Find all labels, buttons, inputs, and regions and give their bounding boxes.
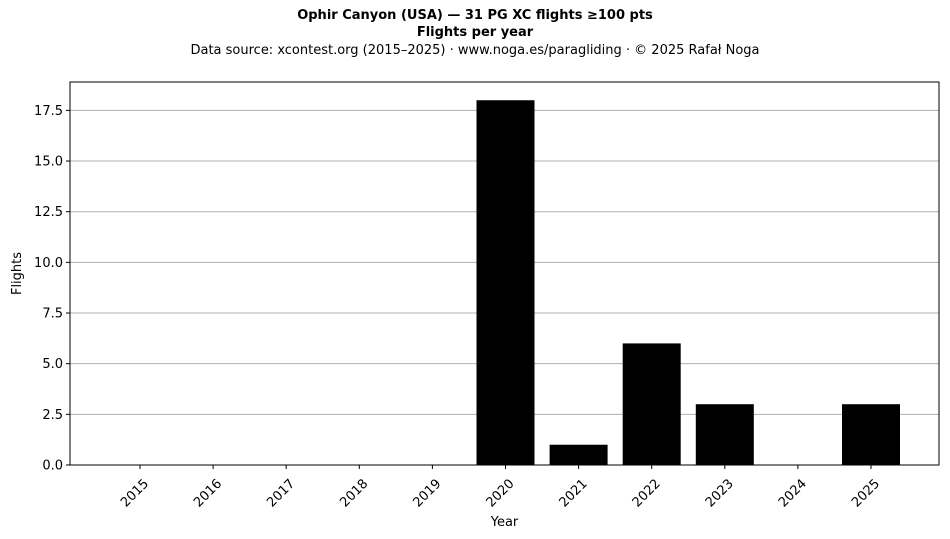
bar-2023 (695, 404, 754, 465)
x-tick-label: 2020 (484, 476, 518, 510)
y-tick-label: 7.5 (42, 307, 63, 322)
y-tick-label: 5.0 (42, 357, 63, 372)
bar-2021 (549, 444, 608, 465)
x-tick-label: 2016 (191, 476, 225, 510)
bar-2020 (476, 100, 535, 465)
x-tick-label: 2025 (849, 476, 883, 510)
y-tick-label: 12.5 (34, 205, 63, 220)
chart-subtitle: Flights per year (416, 25, 534, 40)
bar-2022 (622, 343, 681, 465)
y-tick-label: 2.5 (42, 408, 63, 423)
chart-title: Ophir Canyon (USA) — 31 PG XC flights ≥1… (297, 8, 653, 23)
x-axis-ticks: 2015 2016 2017 2018 2019 2020 2021 2022 2023 2024… (118, 465, 883, 510)
x-tick-label: 2024 (776, 476, 810, 510)
bar-2025 (842, 404, 900, 465)
x-tick-label: 2019 (410, 476, 444, 510)
y-tick-label: 10.0 (34, 256, 63, 271)
y-axis-label: Flights (10, 252, 25, 295)
y-tick-label: 15.0 (34, 155, 63, 170)
x-tick-label: 2017 (264, 476, 298, 510)
x-tick-label: 2022 (630, 476, 664, 510)
y-tick-label: 17.5 (34, 104, 63, 119)
y-tick-label: 0.0 (42, 459, 63, 474)
chart-source-note: Data source: xcontest.org (2015–2025) · … (190, 43, 760, 58)
plot-frame (69, 81, 940, 466)
x-tick-label: 2015 (118, 476, 152, 510)
y-axis-ticks: 0.0 2.5 5.0 7.5 10.0 12.5 15.0 17.5 (34, 104, 70, 474)
x-tick-label: 2023 (703, 476, 737, 510)
bars (476, 100, 900, 465)
x-tick-label: 2021 (557, 476, 591, 510)
x-axis-label: Year (490, 515, 519, 530)
x-tick-label: 2018 (337, 476, 371, 510)
